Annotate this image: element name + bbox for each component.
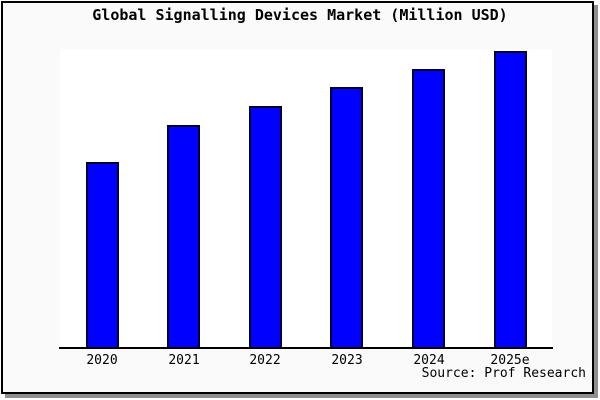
bar-2024 (412, 69, 445, 349)
plot-area (59, 49, 553, 349)
bar-2023 (330, 87, 363, 349)
x-tick-label-2021: 2021 (168, 353, 200, 368)
bar-2020 (86, 162, 119, 349)
x-tick-label-2025e: 2025e (490, 353, 530, 368)
x-tick-label-2024: 2024 (413, 353, 445, 368)
bar-2021 (167, 125, 200, 349)
x-tick-label-2020: 2020 (86, 353, 118, 368)
chart-title: Global Signalling Devices Market (Millio… (92, 6, 508, 24)
bar-2025e (494, 51, 527, 349)
source-label: Source: Prof Research (421, 366, 586, 381)
x-tick-label-2023: 2023 (331, 353, 363, 368)
x-axis-line (59, 347, 553, 349)
bar-2022 (249, 106, 282, 349)
x-tick-label-2022: 2022 (249, 353, 281, 368)
